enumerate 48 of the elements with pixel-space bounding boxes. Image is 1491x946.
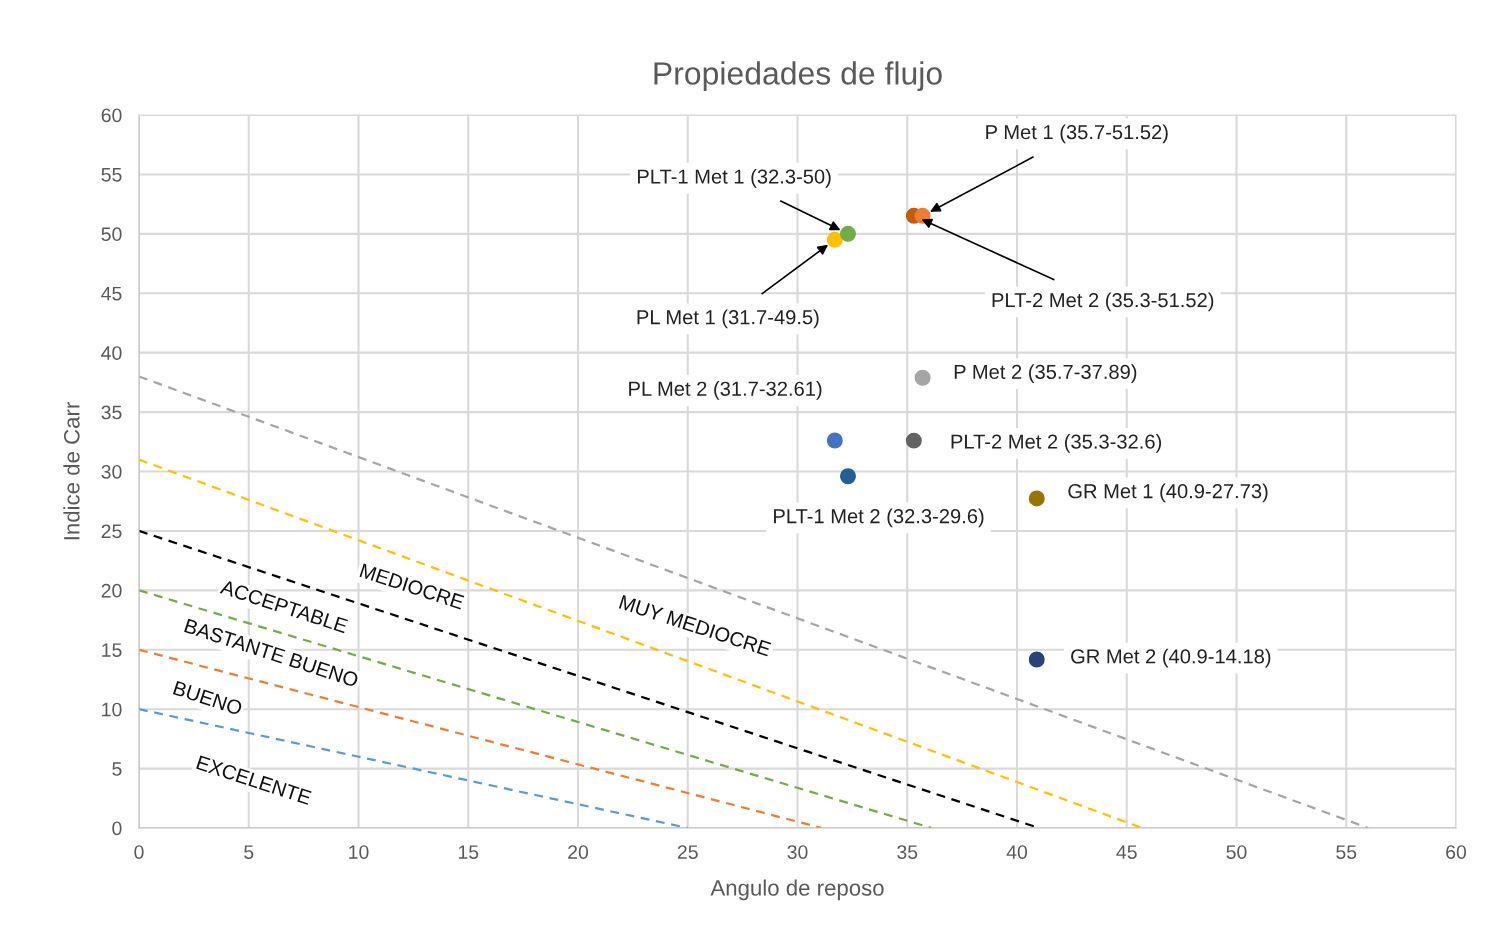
x-tick-label: 60 <box>1446 845 1467 859</box>
y-axis-title: Indice de Carr <box>63 402 80 540</box>
y-tick-label: 45 <box>101 286 122 301</box>
x-tick-label: 15 <box>458 845 479 859</box>
y-tick-label: 35 <box>101 405 122 420</box>
series-label: P Met 2 (35.7-37.89) <box>954 364 1137 383</box>
y-tick-label: 40 <box>101 346 122 360</box>
y-tick-label: 5 <box>112 762 122 776</box>
text: P Met 1 (35.7-51.52) <box>986 124 1168 144</box>
x-tick-label: 25 <box>677 845 698 859</box>
y-tick-label: 55 <box>101 168 122 182</box>
y-tick-label: 15 <box>102 643 122 657</box>
point <box>1028 651 1045 668</box>
y-tick-label: 0 <box>112 821 122 836</box>
point <box>840 225 856 242</box>
series-label: PL Met 2 (31.7-32.61) <box>629 381 822 400</box>
point <box>826 432 843 449</box>
text: PLT-1 Met 2 (32.3-29.6) <box>774 508 984 528</box>
x-axis-title: Angulo de reposo <box>710 879 884 901</box>
x-tick-label: 40 <box>1006 845 1028 859</box>
x-tick-label: 50 <box>1226 845 1247 859</box>
text: PL Met 1 (31.7-49.5) <box>637 309 819 329</box>
series-label: PLT-2 Met 2 (35.3-32.6) <box>951 433 1162 453</box>
text: PLT-1 Met 1 (32.3-50) <box>638 168 831 188</box>
x-tick-label: 45 <box>1116 845 1137 859</box>
point <box>1028 490 1045 507</box>
point <box>840 468 856 485</box>
series-label: GR Met 2 (40.9-14.18) <box>1071 648 1271 668</box>
x-tick-label: 55 <box>1336 845 1357 859</box>
x-tick-label: 0 <box>134 845 144 859</box>
x-tick-label: 30 <box>787 845 808 859</box>
x-tick-label: 35 <box>897 845 918 859</box>
chart-title: Propiedades de flujo <box>654 61 942 92</box>
y-tick-label: 50 <box>101 227 122 242</box>
annotation: BUENO <box>172 680 243 716</box>
y-tick-label: 30 <box>101 464 122 479</box>
point <box>905 432 922 449</box>
x-tick-label: 20 <box>568 845 589 859</box>
x-tick-label: 5 <box>244 845 254 859</box>
y-tick-label: 10 <box>102 702 122 717</box>
y-tick-label: 25 <box>101 524 122 539</box>
x-tick-label: 10 <box>349 845 369 859</box>
text: PLT-2 Met 2 (35.3-51.52) <box>992 292 1214 312</box>
point <box>826 231 843 248</box>
y-tick-label: 20 <box>101 583 122 598</box>
point <box>914 369 931 386</box>
y-tick-label: 60 <box>101 108 122 123</box>
series-label: GR Met 1 (40.9-27.73) <box>1068 483 1268 503</box>
